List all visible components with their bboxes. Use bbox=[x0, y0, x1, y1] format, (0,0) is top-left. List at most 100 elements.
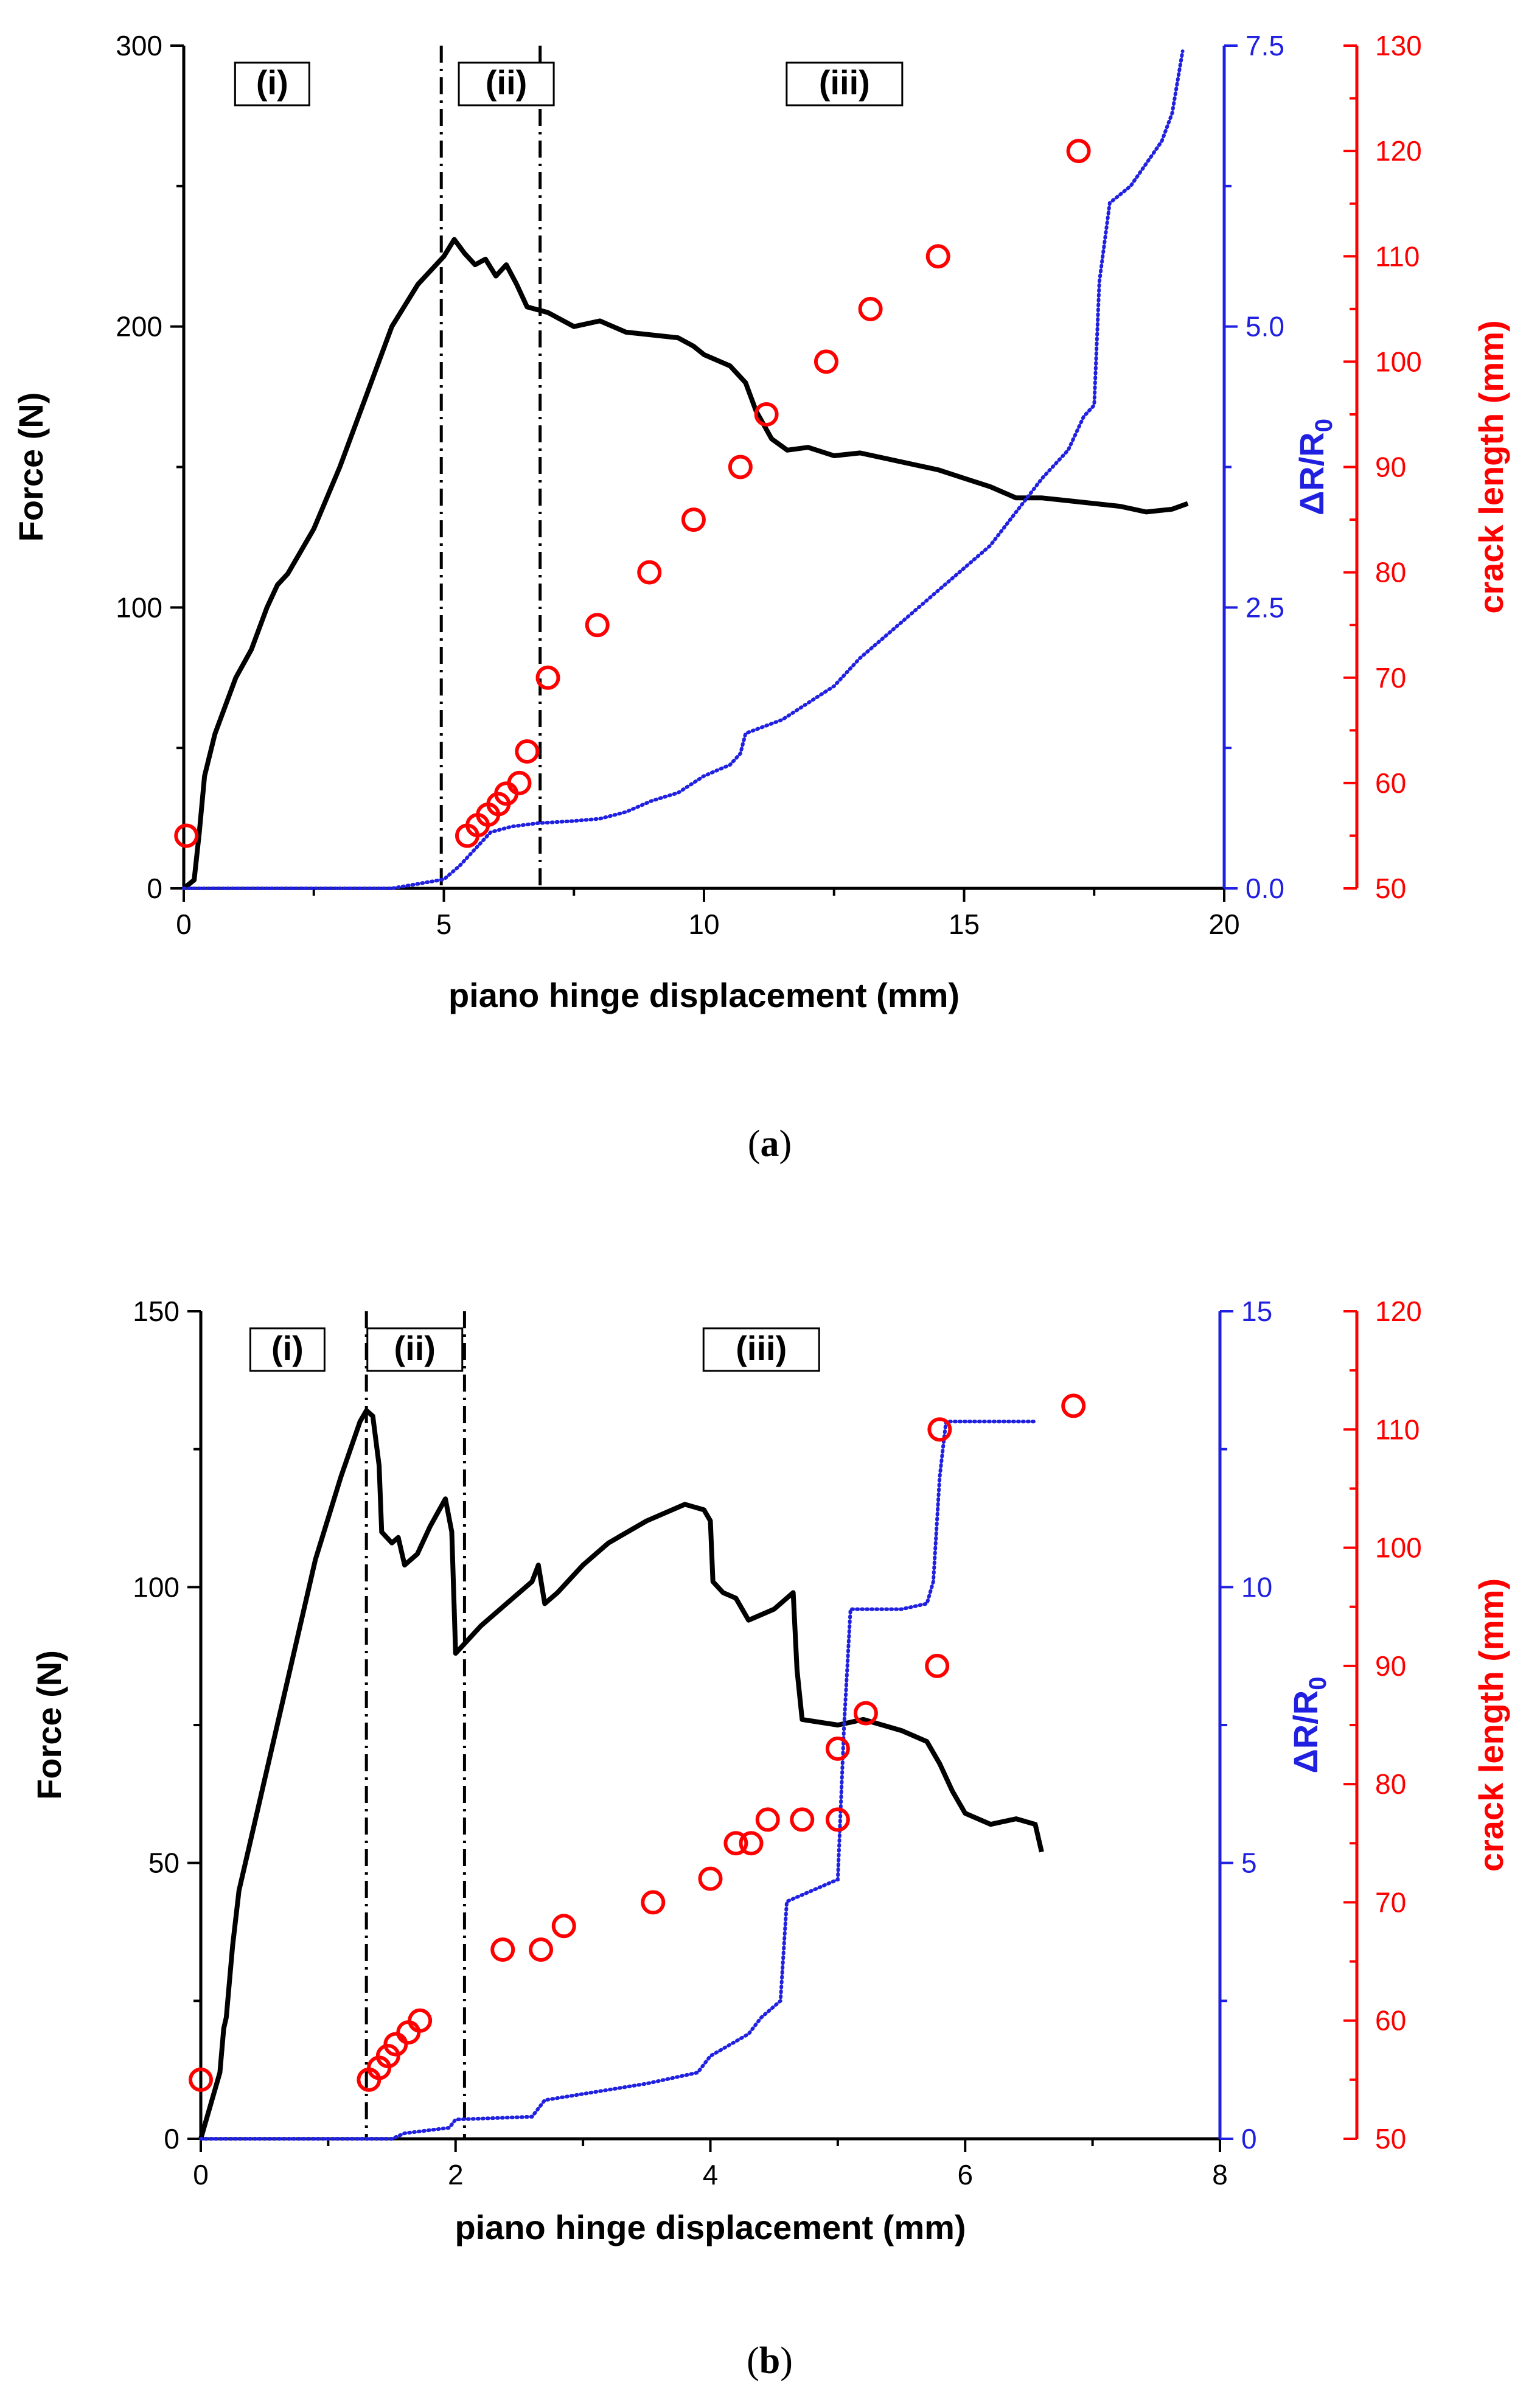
y-tick-label: 100 bbox=[133, 1571, 179, 1603]
x-tick-label: 0 bbox=[176, 908, 192, 940]
y3-tick-label: 90 bbox=[1375, 1650, 1406, 1682]
region-label: (iii) bbox=[736, 1329, 787, 1367]
y2-tick-label: 15 bbox=[1241, 1295, 1272, 1327]
crack-length-point bbox=[189, 2067, 213, 2092]
crack-length-point bbox=[1061, 1393, 1086, 1418]
crack-length-point bbox=[551, 1914, 576, 1939]
x-axis-title: piano hinge displacement (mm) bbox=[448, 976, 960, 1014]
y3-tick-label: 70 bbox=[1375, 662, 1406, 694]
crack-length-point bbox=[825, 1807, 850, 1832]
y2-tick-label: 0.0 bbox=[1246, 873, 1284, 904]
y3-tick-label: 50 bbox=[1375, 873, 1406, 904]
crack-length-point bbox=[754, 402, 779, 427]
caption-a: (a) bbox=[748, 1123, 792, 1165]
crack-length-point bbox=[790, 1807, 815, 1832]
crack-length-point bbox=[927, 1417, 952, 1442]
region-label-box bbox=[786, 61, 904, 106]
region-label-box bbox=[458, 61, 555, 106]
crack-length-point bbox=[925, 244, 950, 269]
y2-tick-label: 2.5 bbox=[1246, 591, 1284, 623]
crack-length-point bbox=[723, 1831, 748, 1856]
crack-length-point bbox=[739, 1831, 764, 1856]
y3-tick-label: 120 bbox=[1375, 135, 1422, 167]
y3-tick-label: 70 bbox=[1375, 1886, 1406, 1918]
y-tick-label: 200 bbox=[116, 311, 162, 343]
region-label: (iii) bbox=[819, 63, 870, 102]
y3-tick-label: 50 bbox=[1375, 2123, 1406, 2155]
y-tick-label: 100 bbox=[116, 591, 162, 623]
region-label: (i) bbox=[256, 63, 288, 102]
y3-tick-label: 100 bbox=[1375, 1532, 1422, 1564]
x-tick-label: 15 bbox=[949, 908, 980, 940]
y3-tick-label: 120 bbox=[1375, 1295, 1422, 1327]
region-label-box bbox=[249, 1327, 326, 1372]
crack-length-point bbox=[515, 739, 540, 764]
y3-tick-label: 80 bbox=[1375, 1768, 1406, 1800]
x-tick-label: 0 bbox=[193, 2159, 209, 2191]
x-tick-label: 4 bbox=[703, 2159, 719, 2191]
force-series-line bbox=[198, 1408, 1044, 2140]
y3-tick-label: 60 bbox=[1375, 767, 1406, 799]
crack-length-point bbox=[825, 1736, 850, 1761]
y3-tick-label: 100 bbox=[1375, 346, 1422, 377]
y-tick-label: 300 bbox=[116, 30, 162, 61]
y3-tick-label: 60 bbox=[1375, 2005, 1406, 2037]
y3-tick-label: 110 bbox=[1375, 240, 1420, 272]
region-label: (ii) bbox=[394, 1329, 436, 1367]
crack-length-point bbox=[507, 770, 532, 795]
chart-b: 0 2 4 6 80501001500510155060708090100110120p… bbox=[30, 1295, 1510, 2246]
crack-length-point bbox=[858, 296, 883, 321]
y-tick-label: 0 bbox=[164, 2123, 179, 2155]
y3-tick-label: 90 bbox=[1375, 451, 1406, 483]
crack-length-point bbox=[755, 1807, 780, 1832]
crack-length-point bbox=[728, 455, 753, 479]
y3-axis-title: crack length (mm) bbox=[1472, 320, 1510, 613]
crack-length-point bbox=[535, 665, 560, 690]
y3-tick-label: 80 bbox=[1375, 557, 1406, 588]
x-tick-label: 2 bbox=[448, 2159, 464, 2191]
caption-b: (b) bbox=[747, 2340, 793, 2382]
y-axis-title: Force (N) bbox=[30, 1650, 68, 1800]
y3-tick-label: 110 bbox=[1375, 1413, 1420, 1445]
crack-length-point bbox=[585, 613, 610, 638]
crack-length-point bbox=[396, 2020, 421, 2045]
y-tick-label: 0 bbox=[147, 873, 162, 904]
crack-length-point bbox=[814, 349, 838, 374]
y3-axis-title: crack length (mm) bbox=[1472, 1578, 1510, 1872]
crack-length-point bbox=[174, 823, 199, 848]
y-tick-label: 150 bbox=[133, 1295, 179, 1327]
y2-tick-label: 7.5 bbox=[1246, 30, 1284, 61]
x-tick-label: 5 bbox=[436, 908, 452, 940]
crack-length-point bbox=[490, 1937, 515, 1962]
y3-tick-label: 130 bbox=[1375, 30, 1422, 61]
region-label-box bbox=[366, 1327, 464, 1372]
y-axis-title: Force (N) bbox=[12, 392, 50, 542]
x-tick-label: 20 bbox=[1208, 908, 1239, 940]
region-label: (i) bbox=[271, 1329, 304, 1367]
y2-tick-label: 5.0 bbox=[1246, 311, 1284, 343]
crack-length-point bbox=[1066, 139, 1091, 164]
crack-length-point bbox=[681, 507, 706, 532]
crack-length-point bbox=[925, 1653, 950, 1678]
x-axis-title: piano hinge displacement (mm) bbox=[455, 2208, 966, 2246]
crack-length-point bbox=[529, 1937, 554, 1962]
y2-tick-label: 5 bbox=[1241, 1847, 1257, 1879]
crack-length-point bbox=[408, 2008, 433, 2033]
crack-length-point bbox=[853, 1701, 878, 1726]
crack-length-point bbox=[641, 1890, 666, 1915]
y2-axis-title: ΔR/R0 bbox=[1292, 419, 1337, 515]
y2-axis-title: ΔR/R0 bbox=[1286, 1677, 1331, 1774]
y2-tick-label: 0 bbox=[1241, 2123, 1257, 2155]
region-label-box bbox=[702, 1327, 820, 1372]
region-label-box bbox=[234, 61, 310, 106]
crack-length-point bbox=[698, 1866, 723, 1891]
force-series-line bbox=[182, 237, 1189, 891]
x-tick-label: 6 bbox=[957, 2159, 973, 2191]
y2-tick-label: 10 bbox=[1241, 1571, 1272, 1603]
region-label: (ii) bbox=[486, 63, 527, 102]
x-tick-label: 8 bbox=[1212, 2159, 1228, 2191]
resistance-series-line bbox=[182, 49, 1185, 890]
y-tick-label: 50 bbox=[148, 1847, 179, 1879]
x-tick-label: 10 bbox=[688, 908, 719, 940]
